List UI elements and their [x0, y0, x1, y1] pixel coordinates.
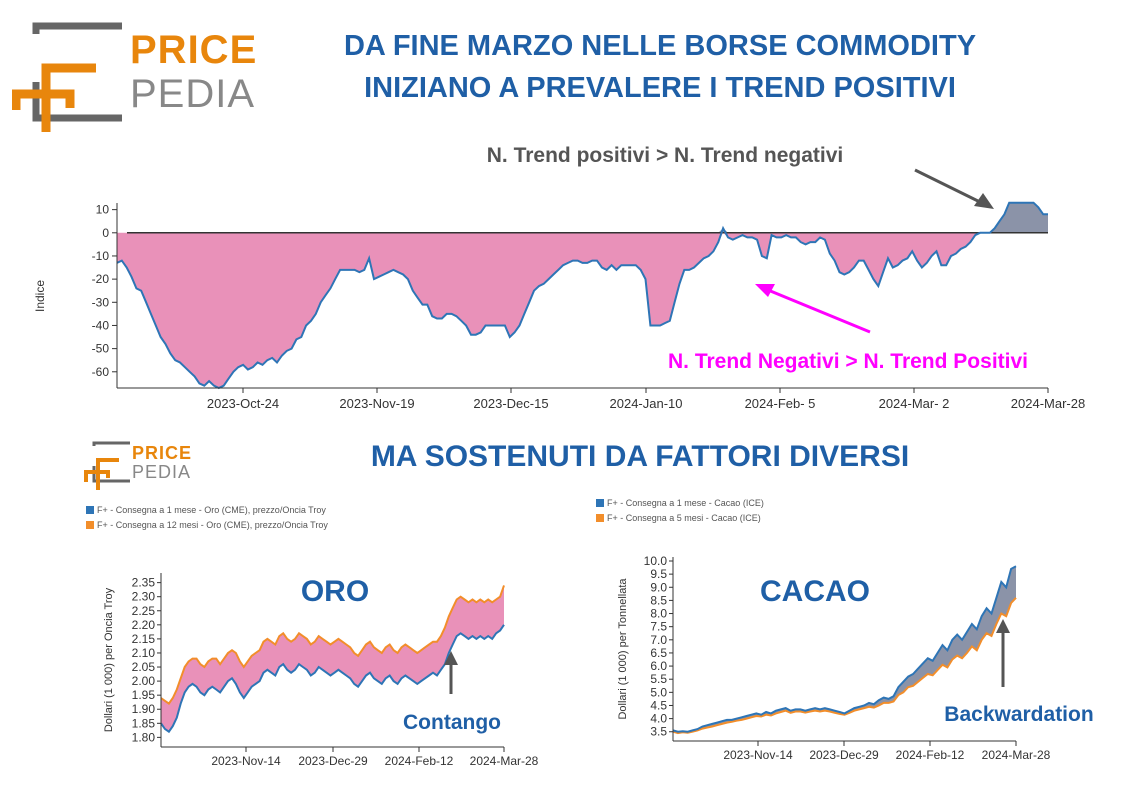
y-tick-label: 2.20: [132, 618, 156, 632]
legend-label: F+ - Consegna a 1 mese - Oro (CME), prez…: [97, 505, 326, 515]
headline-subtitle: MA SOSTENUTI DA FATTORI DIVERSI: [370, 440, 910, 473]
y-tick-label: 9.0: [650, 580, 667, 594]
series-line-orange: [672, 597, 1017, 735]
chart-title: ORO: [301, 575, 369, 608]
y-tick-label: 5.5: [650, 672, 667, 686]
logo-pedia-text: PEDIA: [130, 72, 256, 116]
y-tick-label: -40: [92, 318, 110, 332]
legend-label: F+ - Consegna a 12 mesi - Oro (CME), pre…: [97, 520, 328, 530]
cacao-chart: 10.09.59.08.58.07.57.06.56.05.55.04.54.0…: [617, 554, 1094, 762]
logo-small-price-text: PRICE: [132, 443, 193, 463]
index-line: [116, 201, 1048, 390]
y-tick-label: 8.0: [650, 607, 667, 621]
legend-label: F+ - Consegna a 1 mese - Cacao (ICE): [607, 498, 764, 508]
y-tick-label: 2.05: [132, 660, 156, 674]
annotation-label: Backwardation: [944, 703, 1093, 726]
series-line-orange: [160, 585, 505, 705]
oro-chart: 2.352.302.252.202.152.102.052.001.951.90…: [103, 573, 539, 768]
series-line-blue: [672, 565, 1017, 733]
legend-oro-series-2: F+ - Consegna a 12 mesi - Oro (CME), pre…: [86, 520, 328, 530]
arrowhead-icon: [755, 284, 775, 297]
x-tick-label: 2024-Mar-28: [470, 754, 539, 768]
x-tick-label: 2023-Dec-29: [298, 754, 368, 768]
x-tick-label: 2023-Oct-24: [207, 396, 279, 411]
x-tick-label: 2024-Feb-12: [385, 754, 454, 768]
x-tick-label: 2024-Feb- 5: [745, 396, 816, 411]
x-tick-label: 2023-Nov-14: [211, 754, 281, 768]
y-tick-label: 1.80: [132, 730, 156, 744]
x-tick-label: 2023-Nov-14: [723, 748, 793, 762]
arrowhead-icon: [996, 619, 1010, 633]
y-tick-label: 3.5: [650, 725, 667, 739]
y-axis-label: Indice: [33, 280, 47, 312]
y-tick-label: 9.5: [650, 567, 667, 581]
y-tick-label: 7.5: [650, 620, 667, 634]
y-tick-label: 6.5: [650, 646, 667, 660]
y-tick-label: 2.30: [132, 590, 156, 604]
x-tick-label: 2024-Mar- 2: [879, 396, 950, 411]
x-tick-label: 2024-Mar-28: [1011, 396, 1085, 411]
y-tick-label: 1.85: [132, 716, 156, 730]
annotation-positive: N. Trend positivi > N. Trend negativi: [487, 144, 844, 167]
y-tick-label: -50: [92, 342, 110, 356]
legend-cacao-series-2: F+ - Consegna a 5 mesi - Cacao (ICE): [596, 513, 761, 523]
y-tick-label: 1.90: [132, 702, 156, 716]
trend-index-chart: 10 0 -10 -20 -30 -40 -50 -60 2023-Oct-24 2023-Nov…: [33, 144, 1085, 411]
headline-line-1: DA FINE MARZO NELLE BORSE COMMODITY: [343, 30, 977, 62]
y-tick-label: -60: [92, 365, 110, 379]
y-tick-label: 2.35: [132, 576, 156, 590]
annotation-negative-arrow: [767, 288, 871, 334]
pricepedia-logo-small: PRICE PEDIA: [84, 440, 194, 492]
legend-swatch-orange: [86, 521, 94, 529]
y-tick-label: 1.95: [132, 688, 156, 702]
positive-area: [117, 202, 1048, 233]
y-axis-label: Dollari (1 000) per Oncia Troy: [103, 587, 115, 732]
negative-area: [117, 232, 1048, 388]
chart-title: CACAO: [760, 575, 870, 608]
series-line-blue: [160, 624, 505, 734]
legend-cacao-series-1: F+ - Consegna a 1 mese - Cacao (ICE): [596, 498, 764, 508]
legend-swatch-orange: [596, 514, 604, 522]
headline-line-2: INIZIANO A PREVALERE I TREND POSITIVI: [364, 72, 956, 104]
arrowhead-icon: [444, 651, 458, 665]
x-tick-label: 2023-Nov-19: [339, 396, 414, 411]
y-tick-label: 2.15: [132, 632, 156, 646]
x-tick-label: 2024-Mar-28: [982, 748, 1051, 762]
y-tick-label: 5.0: [650, 685, 667, 699]
y-tick-label: -10: [92, 249, 110, 263]
y-tick-label: 6.0: [650, 659, 667, 673]
spread-area: [161, 585, 504, 732]
logo-small-pedia-text: PEDIA: [132, 462, 192, 482]
y-tick-label: -30: [92, 295, 110, 309]
y-tick-label: 2.10: [132, 646, 156, 660]
y-tick-label: 4.5: [650, 698, 667, 712]
y-tick-label: 4.0: [650, 712, 667, 726]
annotation-label: Contango: [403, 711, 501, 734]
y-axis-label: Dollari (1 000) per Tonnellata: [617, 578, 629, 720]
y-tick-label: 8.5: [650, 593, 667, 607]
y-tick-label: 0: [102, 226, 109, 240]
legend-swatch-blue: [86, 506, 94, 514]
y-tick-label: 10.0: [644, 554, 668, 568]
legend-swatch-blue: [596, 499, 604, 507]
legend-oro-series-1: F+ - Consegna a 1 mese - Oro (CME), prez…: [86, 505, 326, 515]
x-tick-label: 2023-Dec-15: [473, 396, 548, 411]
y-tick-label: 2.25: [132, 604, 156, 618]
x-tick-label: 2023-Dec-29: [809, 748, 879, 762]
pricepedia-logo: PRICE PEDIA: [12, 20, 262, 135]
y-tick-label: 10: [96, 203, 110, 217]
y-tick-label: 2.00: [132, 674, 156, 688]
logo-mark-icon: [12, 22, 122, 132]
y-tick-label: 7.0: [650, 633, 667, 647]
logo-price-text: PRICE: [130, 28, 258, 72]
annotation-negative: N. Trend Negativi > N. Trend Positivi: [668, 350, 1028, 373]
y-tick-label: -20: [92, 272, 110, 286]
logo-mark-small-icon: [84, 441, 130, 490]
x-tick-label: 2024-Feb-12: [896, 748, 965, 762]
annotation-positive-arrow: [914, 168, 983, 205]
arrowhead-icon: [974, 193, 994, 209]
legend-label: F+ - Consegna a 5 mesi - Cacao (ICE): [607, 513, 761, 523]
x-tick-label: 2024-Jan-10: [610, 396, 683, 411]
